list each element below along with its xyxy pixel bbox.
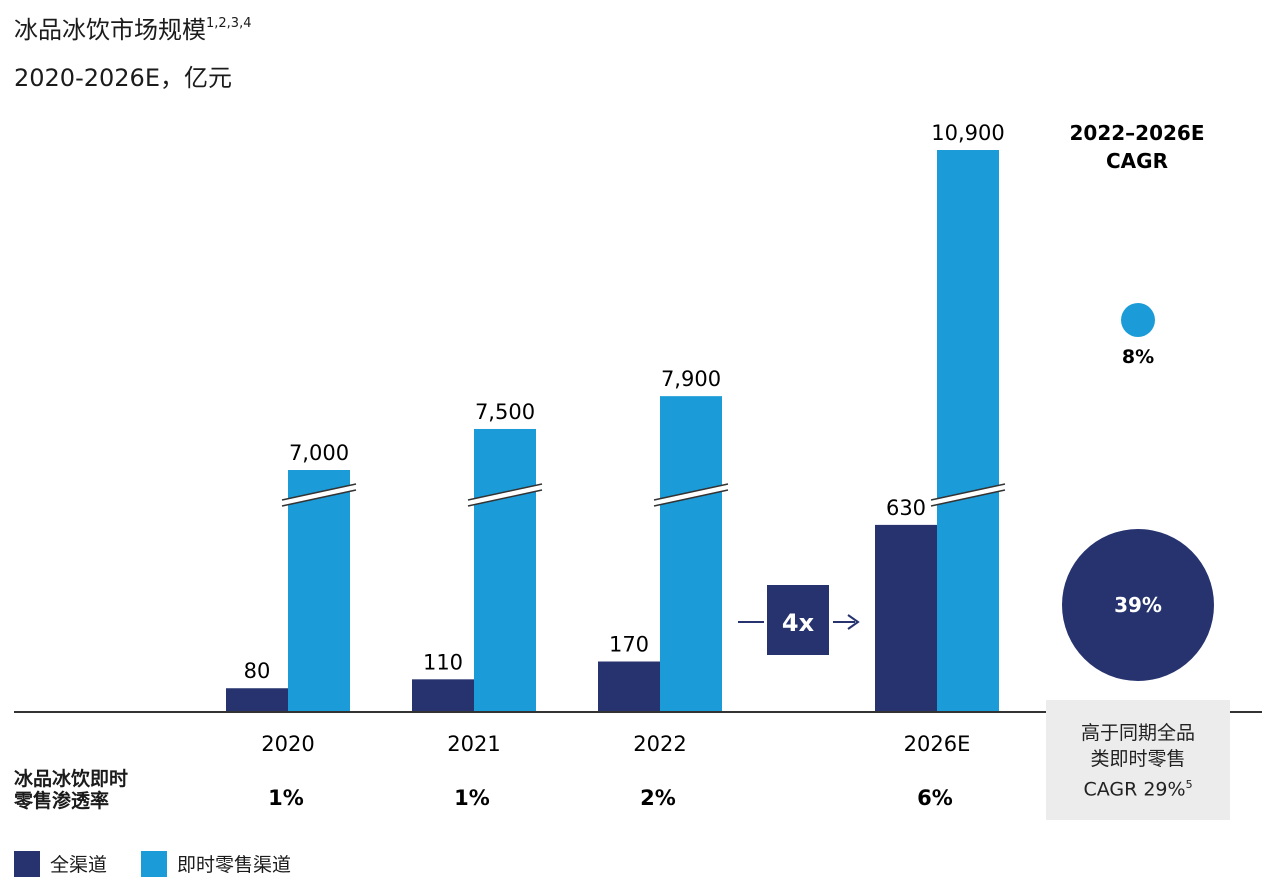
axis-break-line-top-2021 [467,483,543,501]
bar-all-channel-2026E [937,150,999,712]
label-all-channel-2022: 7,900 [661,367,721,391]
axis-break-2020 [282,484,356,506]
penetration-label: 冰品冰饮即时 零售渗透率 [14,768,128,812]
title-footnote: 1,2,3,4 [206,16,252,31]
growth-marker-text: 4x [782,609,815,637]
cagr-heading-line2: CAGR [1106,149,1168,173]
penetration-value-2026E: 6% [917,786,953,810]
note-line-1: 高于同期全品 [1080,722,1195,744]
axis-break-2021 [468,484,542,506]
legend: 全渠道 即时零售渠道 [14,850,325,877]
cagr-heading-line1: 2022–2026E [1070,121,1205,145]
cagr-instant-retail-value: 39% [1114,593,1162,617]
legend-swatch-instant-retail [141,850,168,877]
label-all-channel-2020: 7,000 [289,441,349,465]
legend-label-instant-retail: 即时零售渠道 [177,854,292,876]
bar-all-channel-2021 [474,428,536,712]
label-instant-retail-2020: 80 [244,659,271,683]
x-tick-2021: 2021 [447,732,500,756]
note-line-3: CAGR 29%5 [1046,772,1230,802]
bar-instant-retail-2021 [412,679,474,712]
axis-break-line-bottom-2020 [281,489,357,507]
bar-all-channel-2020 [288,470,350,712]
growth-arrow-head [847,614,860,630]
x-tick-2026E: 2026E [904,732,971,756]
bar-instant-retail-2026E [875,524,937,712]
note-footnote: 5 [1185,778,1193,791]
label-instant-retail-2021: 110 [423,650,463,674]
note-line-3-text: CAGR 29% [1083,778,1186,801]
axis-break-2026E [931,484,1005,506]
axis-break-line-bottom-2022 [653,489,729,507]
chart-title: 冰品冰饮市场规模1,2,3,4 [14,10,251,45]
legend-swatch-all-channel [14,850,40,877]
x-tick-2022: 2022 [633,732,686,756]
bar-instant-retail-2022 [598,661,660,712]
x-tick-2020: 2020 [261,732,314,756]
axis-break-2022 [654,484,728,506]
cagr-instant-retail-bubble [1062,529,1214,681]
legend-item-instant-retail: 即时零售渠道 [141,850,291,877]
label-instant-retail-2022: 170 [609,633,649,657]
penetration-value-2021: 1% [454,786,490,810]
legend-label-all-channel: 全渠道 [50,854,108,876]
growth-marker-box [767,585,829,655]
axis-break-line-top-2020 [281,483,357,501]
axis-break-line-bottom-2026E [930,489,1006,507]
cagr-all-channel-dot [1121,303,1155,337]
axis-break-line-top-2022 [653,483,729,501]
chart-title-text: 冰品冰饮市场规模 [14,16,206,44]
chart-subtitle: 2020-2026E，亿元 [14,64,232,92]
bar-all-channel-2022 [660,396,722,712]
axis-break-line-bottom-2021 [467,489,543,507]
note-line-2: 类即时零售 [1090,748,1186,770]
penetration-value-2020: 1% [268,786,304,810]
label-all-channel-2021: 7,500 [475,400,535,424]
cagr-comparison-note: 高于同期全品 类即时零售 CAGR 29%5 [1046,700,1230,820]
legend-item-all-channel: 全渠道 [14,850,107,877]
label-all-channel-2026E: 10,900 [931,121,1004,145]
label-instant-retail-2026E: 630 [886,496,926,520]
bar-instant-retail-2020 [226,688,288,712]
cagr-all-channel-value: 8% [1122,346,1154,368]
axis-break-line-top-2026E [930,483,1006,501]
penetration-label-line1: 冰品冰饮即时 [14,768,129,790]
penetration-value-2022: 2% [640,786,676,810]
penetration-label-line2: 零售渗透率 [14,790,110,812]
